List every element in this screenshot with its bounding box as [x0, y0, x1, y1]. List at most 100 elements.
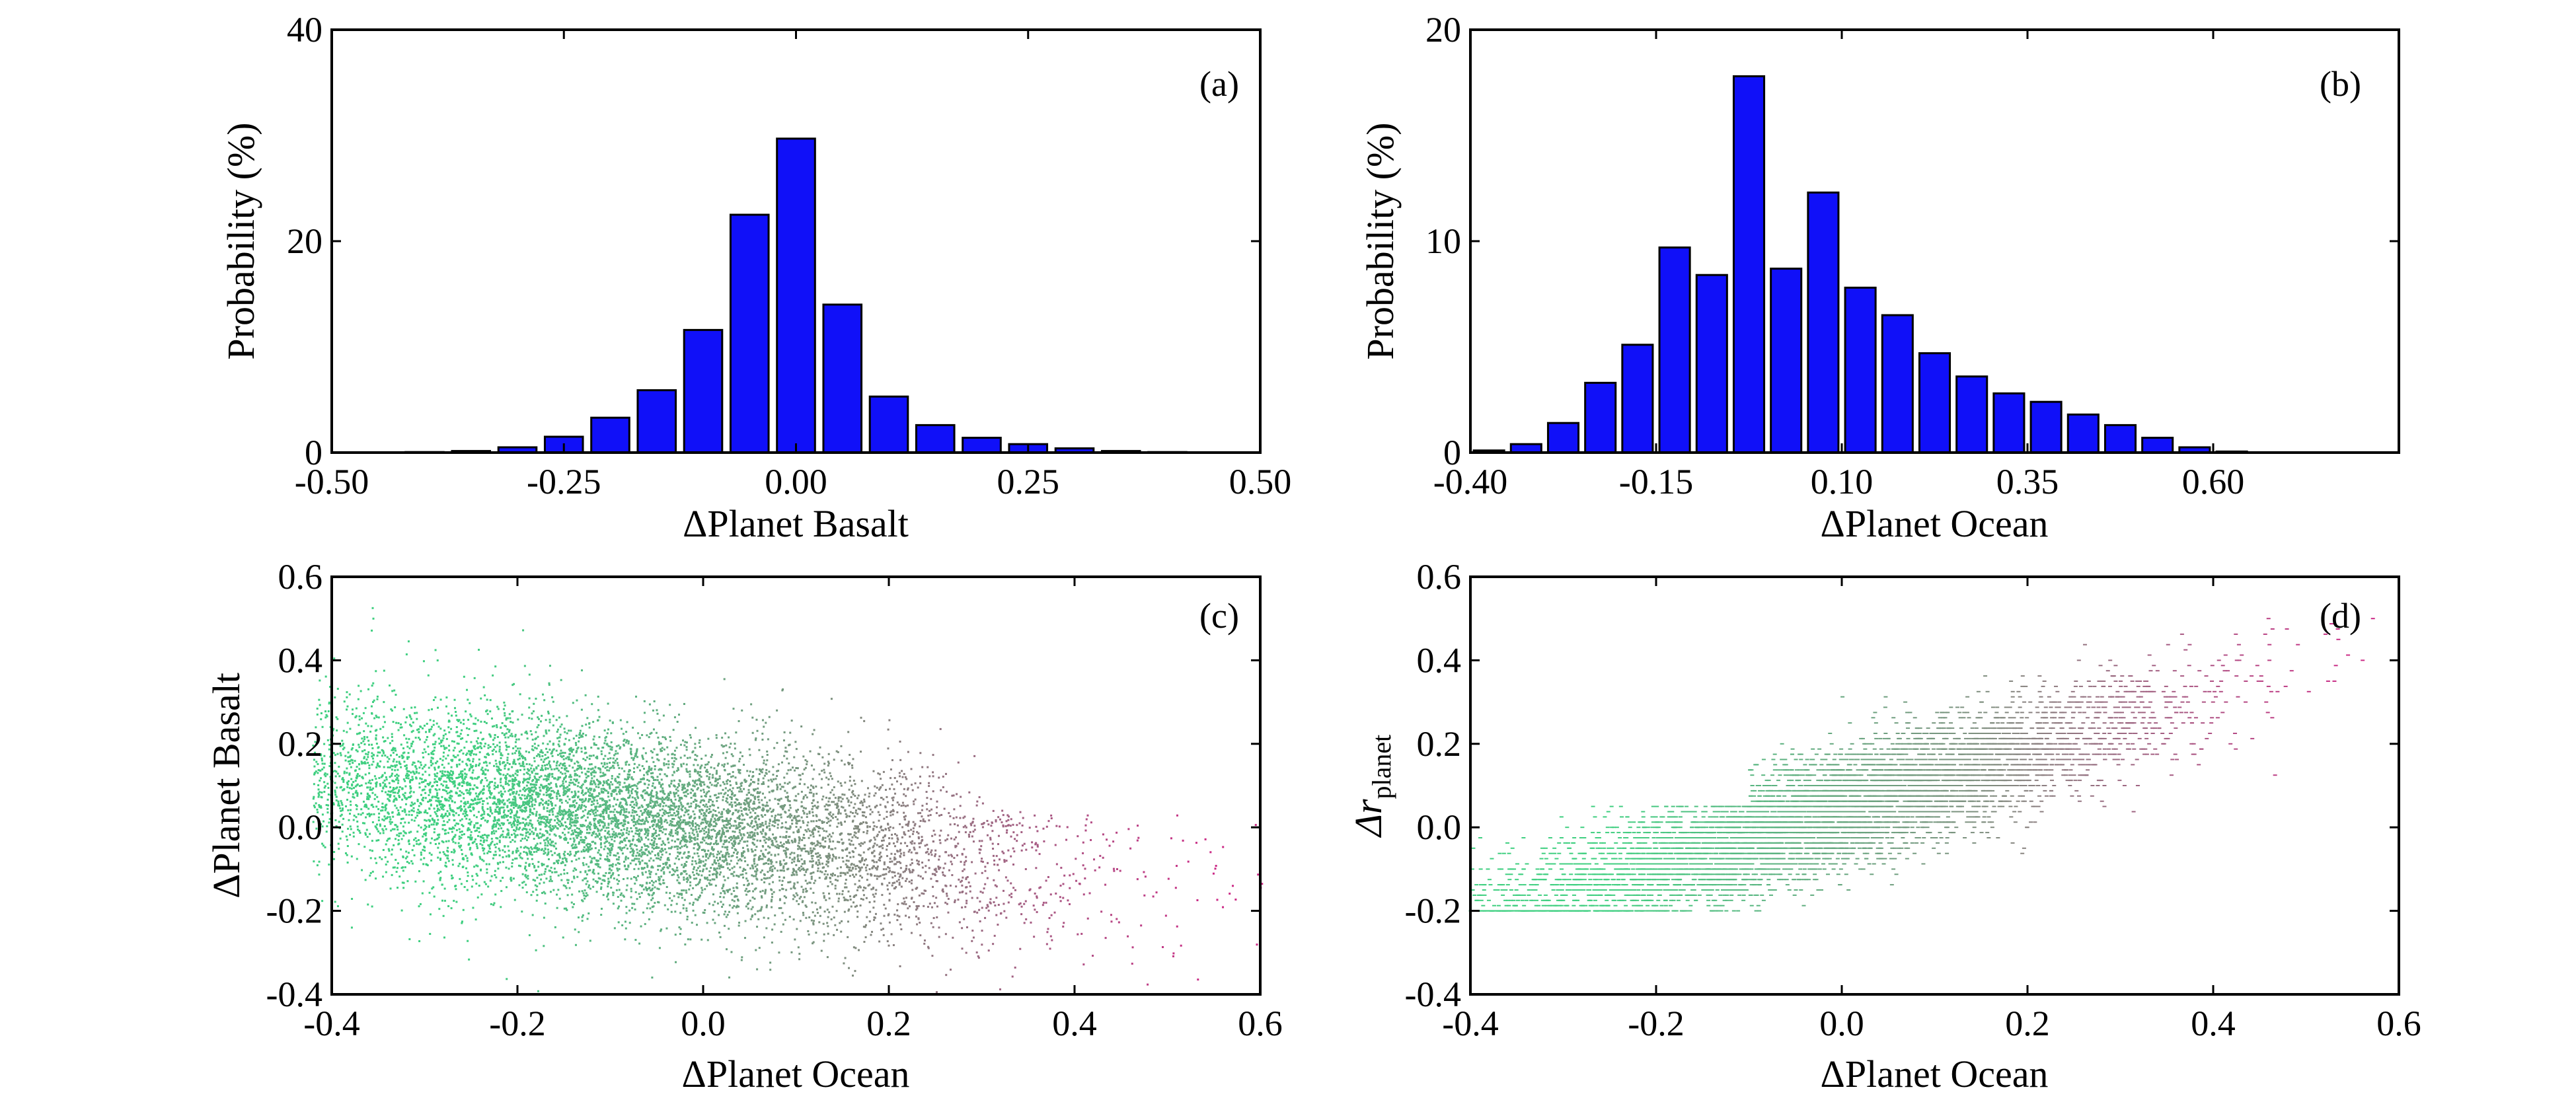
panel-c-point [838, 856, 841, 859]
panel-c-point [547, 842, 550, 844]
panel-c-point [898, 883, 901, 886]
panel-b-ytick-label: 20 [1425, 10, 1461, 50]
panel-c-point [814, 879, 817, 882]
panel-c-point [1034, 843, 1037, 846]
panel-c-point [864, 926, 866, 928]
panel-c-point [543, 864, 545, 866]
panel-c-point [815, 861, 817, 864]
panel-c-point [412, 729, 414, 732]
panel-c-point [391, 873, 393, 876]
panel-c-point [640, 804, 643, 807]
panel-a-bar [962, 437, 1002, 454]
panel-c-point [669, 799, 672, 801]
panel-c-point [624, 938, 626, 941]
panel-c-point [825, 876, 827, 879]
panel-c-point [597, 860, 599, 862]
panel-c-point [392, 792, 395, 794]
panel-c-point [602, 894, 605, 897]
panel-c-point [455, 901, 458, 903]
panel-c-point [813, 920, 815, 922]
panel-c-point [418, 786, 421, 789]
panel-c-point [714, 817, 716, 820]
panel-c-point [346, 783, 349, 786]
panel-c-point [480, 781, 482, 784]
panel-c-point [397, 790, 400, 793]
panel-c-point [465, 741, 468, 743]
panel-a-ytick-label: 20 [287, 221, 322, 261]
panel-c-point [537, 778, 540, 781]
panel-c-point [646, 760, 648, 763]
panel-c-point [736, 882, 738, 885]
panel-c-point [500, 777, 502, 780]
panel-c-point [371, 684, 373, 687]
panel-c-point [489, 850, 492, 853]
panel-c-point [782, 842, 785, 845]
panel-c-point [543, 916, 545, 919]
panel-c-point [619, 840, 622, 843]
panel-c-point [453, 851, 455, 854]
panel-c-point [549, 833, 551, 836]
panel-c-point [783, 776, 786, 779]
panel-c-point [347, 780, 350, 782]
panel-c-point [683, 840, 686, 842]
panel-c-point [610, 874, 613, 877]
panel-c-point [942, 786, 944, 788]
panel-c-point [708, 903, 711, 905]
panel-c-point [722, 875, 725, 878]
panel-c-point [1003, 889, 1005, 892]
panel-c-point [661, 747, 663, 749]
panel-c-point [638, 818, 640, 821]
panel-c-point [384, 754, 387, 757]
panel-c-point [631, 859, 634, 862]
panel-c-point [899, 867, 902, 869]
panel-c-point [831, 905, 834, 908]
panel-c-point [504, 803, 506, 806]
panel-c-point [537, 990, 539, 992]
panel-c-point [590, 774, 593, 776]
panel-c-point [371, 752, 373, 755]
panel-c-point [604, 830, 607, 832]
panel-c-point [422, 797, 424, 799]
panel-c-point [336, 688, 339, 690]
panel-a-xtick-label: 0.00 [765, 462, 827, 501]
panel-c-point [689, 773, 691, 776]
panel-c-point [649, 852, 652, 855]
panel-c-point [715, 823, 718, 826]
panel-a-bars [404, 137, 1188, 454]
panel-c-point [517, 828, 520, 831]
panel-c-point [784, 796, 787, 799]
panel-c-point [794, 895, 796, 898]
panel-c-point [944, 901, 947, 904]
panel-c-point [559, 771, 562, 774]
panel-c-point [568, 784, 570, 787]
panel-c-point [398, 813, 400, 816]
panel-c-point [623, 819, 625, 822]
panel-c-point [917, 860, 920, 863]
panel-c-point [898, 772, 901, 774]
panel-c-point [881, 894, 884, 897]
panel-c-point [431, 785, 434, 788]
panel-c-point [500, 795, 503, 798]
panel-c-point [434, 733, 436, 735]
panel-c-point [901, 836, 903, 838]
panel-c-point [335, 795, 338, 798]
panel-c-point [481, 834, 484, 837]
panel-c-point [400, 755, 403, 757]
panel-c-point [662, 840, 664, 842]
panel-c-point [882, 829, 885, 832]
panel-c-point [716, 764, 719, 767]
panel-c-point [504, 845, 506, 848]
panel-c-point [570, 760, 573, 762]
panel-c-point [1116, 831, 1118, 834]
panel-c-point [731, 804, 734, 807]
panel-c-point [424, 741, 426, 743]
panel-a-bar [590, 416, 630, 454]
panel-c-point [570, 811, 573, 814]
panel-c-point [446, 821, 449, 823]
panel-c-point [979, 891, 982, 893]
panel-c-point [766, 759, 769, 762]
panel-c: -0.4 -0.2 0.0 0.2 0.4 0.6-0.4-0.20.00.20.40.6… [205, 557, 1283, 1095]
panel-c-point [562, 852, 565, 855]
panel-c-point [325, 831, 328, 833]
panel-c-point [762, 854, 765, 856]
